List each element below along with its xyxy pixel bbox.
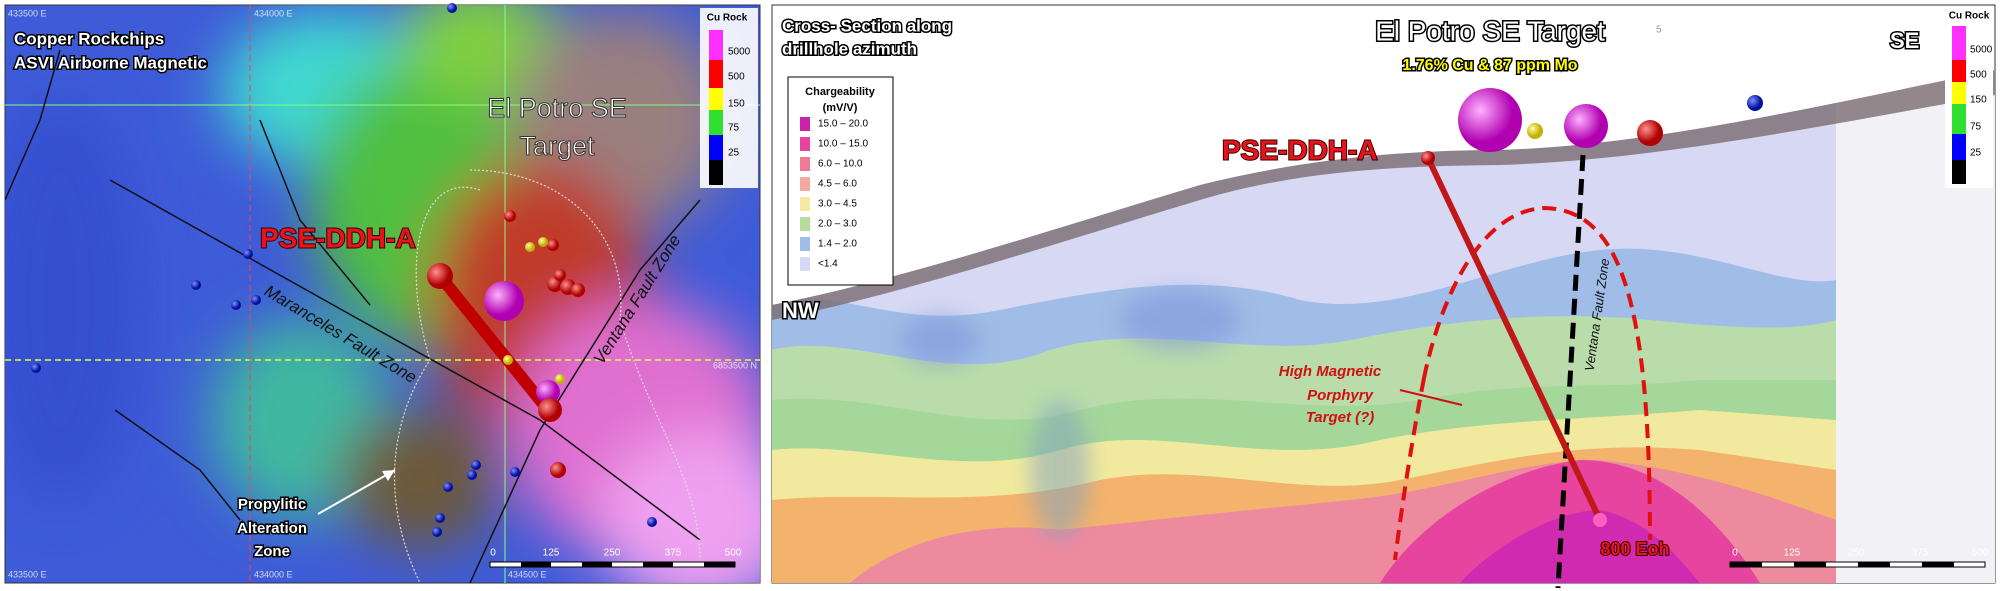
legend-label: 4.5 – 6.0 xyxy=(818,179,857,190)
scale-label: 500 xyxy=(1972,548,1989,559)
grade: 1.76% Cu & 87 ppm Mo xyxy=(1402,57,1577,74)
legend-label: 10.0 – 15.0 xyxy=(818,139,868,150)
legend-label: 500 xyxy=(728,72,745,83)
legend-swatch xyxy=(800,217,810,231)
legend-label: 25 xyxy=(728,148,740,159)
legend-label: 25 xyxy=(1970,148,1982,159)
legend-swatch xyxy=(800,157,810,171)
legend-label: 2.0 – 3.0 xyxy=(818,219,857,230)
legend-label: 500 xyxy=(1970,70,1987,81)
rock-samples xyxy=(31,3,657,537)
chargeability-legend: Chargeability (mV/V) 15.0 – 20.0 10.0 – 1… xyxy=(787,76,894,286)
legend-label: 150 xyxy=(1970,95,1987,106)
page-number: 5 xyxy=(1656,25,1662,36)
alteration-label: Alteration xyxy=(237,520,307,537)
map-panel: 433500 E 434000 E 434500 E 6853500 N 433… xyxy=(4,3,761,584)
scale-bar: 0 125 250 375 500 xyxy=(1729,548,1989,568)
legend-swatch xyxy=(800,117,810,131)
fault-trace xyxy=(1555,154,1586,589)
scale-label: 375 xyxy=(665,548,682,559)
legend-label: 75 xyxy=(1970,122,1982,133)
legend-label: <1.4 xyxy=(818,259,838,270)
section-title: drillhole azimuth xyxy=(782,39,917,58)
legend-label: 3.0 – 4.5 xyxy=(818,199,857,210)
topography-surface xyxy=(772,70,1995,320)
legend-label: 15.0 – 20.0 xyxy=(818,119,868,130)
coordinate: 434000 E xyxy=(254,8,293,18)
coordinate: 6853500 N xyxy=(713,360,757,370)
direction: NW xyxy=(782,298,819,323)
arrow xyxy=(317,469,396,515)
porphyry-target-outline xyxy=(1393,205,1652,561)
alteration-label: Zone xyxy=(254,543,290,560)
legend-label: 150 xyxy=(728,99,745,110)
legend-title: Cu Rock xyxy=(707,13,748,24)
map-title: ASVI Airborne Magnetic xyxy=(14,53,207,72)
leader-line xyxy=(1399,389,1463,406)
drillhole-label: PSE-DDH-A xyxy=(1222,134,1378,165)
scale-label: 250 xyxy=(604,548,621,559)
legend-label: 1.4 – 2.0 xyxy=(818,239,857,250)
alteration-label: Propylitic xyxy=(238,496,306,513)
coordinate: 434000 E xyxy=(254,569,293,579)
legend-label: 5000 xyxy=(1970,45,1993,56)
section-panel: Cross- Section along drillhole azimuth E… xyxy=(771,4,1996,589)
drillhole-trace xyxy=(434,270,554,416)
magnetic-anomaly xyxy=(5,5,760,583)
drillhole-label: PSE-DDH-A xyxy=(260,222,416,253)
rock-samples xyxy=(1421,88,1763,527)
scale-label: 375 xyxy=(1912,548,1929,559)
target-label: Target (?) xyxy=(1306,409,1375,426)
cu-legend: Cu Rock 5000 500 150 75 25 xyxy=(1945,8,1993,188)
scale-bar: 0 125 250 375 500 xyxy=(489,548,742,568)
legend-label: 6.0 – 10.0 xyxy=(818,159,863,170)
coordinate: 433500 E xyxy=(8,8,47,18)
legend-swatch xyxy=(800,257,810,271)
section-title: Cross- Section along xyxy=(782,16,952,35)
legend-title: (mV/V) xyxy=(823,102,858,114)
scale-label: 0 xyxy=(490,548,496,559)
target-label: Target xyxy=(519,131,595,161)
legend-label: 75 xyxy=(728,123,740,134)
drillhole-trace xyxy=(1425,155,1603,523)
target-label: Porphyry xyxy=(1307,387,1374,404)
legend-swatch xyxy=(800,137,810,151)
coordinate: 433500 E xyxy=(8,569,47,579)
arrowhead xyxy=(382,470,395,481)
target-label: El Potro SE xyxy=(487,93,627,123)
scale-label: 0 xyxy=(1732,548,1738,559)
target-label: High Magnetic xyxy=(1279,363,1382,380)
scale-label: 125 xyxy=(1784,548,1801,559)
legend-label: 5000 xyxy=(728,47,751,58)
coordinate: 434500 E xyxy=(508,569,547,579)
target-title: El Potro SE Target xyxy=(1375,15,1605,46)
eoh-label: 800 Eoh xyxy=(1600,539,1669,559)
legend-swatch xyxy=(800,197,810,211)
scale-label: 500 xyxy=(725,548,742,559)
legend-swatch xyxy=(800,237,810,251)
legend-title: Chargeability xyxy=(805,86,876,98)
legend-swatch xyxy=(800,177,810,191)
direction: SE xyxy=(1890,28,1919,53)
cu-legend: Cu Rock 5000 500 150 75 25 xyxy=(700,8,758,188)
scale-label: 125 xyxy=(543,548,560,559)
map-title: Copper Rockchips xyxy=(14,29,164,48)
scale-label: 250 xyxy=(1848,548,1865,559)
legend-title: Cu Rock xyxy=(1949,11,1990,22)
